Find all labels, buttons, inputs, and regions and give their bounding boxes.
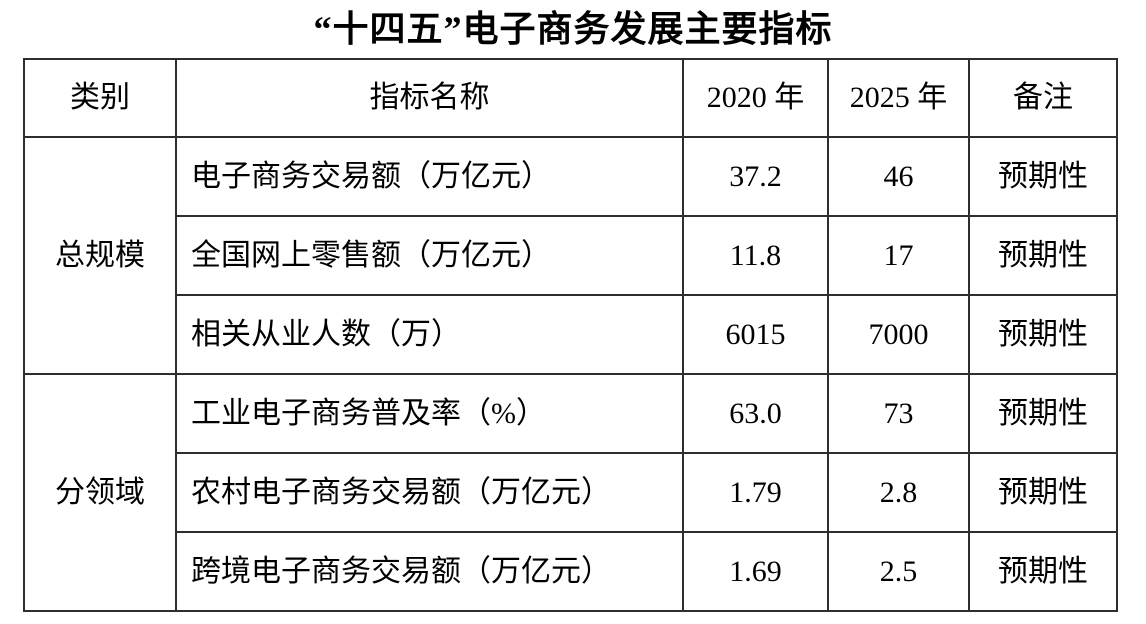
indicator-name-cell: 跨境电子商务交易额（万亿元） xyxy=(175,531,684,612)
table-row: 跨境电子商务交易额（万亿元） 1.69 2.5 预期性 xyxy=(24,531,1118,612)
indicator-name-cell: 相关从业人数（万） xyxy=(175,294,684,375)
indicator-name-cell: 电子商务交易额（万亿元） xyxy=(175,136,684,217)
value-2020-cell: 1.69 xyxy=(682,531,829,612)
header-2025: 2025 年 xyxy=(827,58,970,138)
value-2020-cell: 1.79 xyxy=(682,452,829,533)
note-cell: 预期性 xyxy=(968,215,1118,296)
table-row: 农村电子商务交易额（万亿元） 1.79 2.8 预期性 xyxy=(24,452,1118,533)
indicator-name-cell: 农村电子商务交易额（万亿元） xyxy=(175,452,684,533)
note-cell: 预期性 xyxy=(968,531,1118,612)
value-2025-cell: 2.5 xyxy=(827,531,970,612)
indicator-table: 类别 指标名称 2020 年 2025 年 备注 总规模 电子商务交易额（万亿元… xyxy=(23,58,1118,612)
value-2020-cell: 37.2 xyxy=(682,136,829,217)
table-row: 相关从业人数（万） 6015 7000 预期性 xyxy=(24,294,1118,375)
note-cell: 预期性 xyxy=(968,294,1118,375)
table-header-row: 类别 指标名称 2020 年 2025 年 备注 xyxy=(23,58,1118,138)
indicator-name-cell: 工业电子商务普及率（%） xyxy=(175,373,684,454)
category-cell-total-scale: 总规模 xyxy=(23,136,177,375)
table-row: 全国网上零售额（万亿元） 11.8 17 预期性 xyxy=(24,215,1118,296)
header-category: 类别 xyxy=(23,58,177,138)
value-2020-cell: 63.0 xyxy=(682,373,829,454)
value-2025-cell: 46 xyxy=(827,136,970,217)
header-note: 备注 xyxy=(968,58,1118,138)
value-2020-cell: 11.8 xyxy=(682,215,829,296)
value-2020-cell: 6015 xyxy=(682,294,829,375)
header-2020: 2020 年 xyxy=(682,58,829,138)
value-2025-cell: 7000 xyxy=(827,294,970,375)
indicator-name-cell: 全国网上零售额（万亿元） xyxy=(175,215,684,296)
table-row: 分领域 工业电子商务普及率（%） 63.0 73 预期性 xyxy=(23,373,1118,612)
table-row: 总规模 电子商务交易额（万亿元） 37.2 46 预期性 xyxy=(23,136,1118,375)
note-cell: 预期性 xyxy=(968,373,1118,454)
page-title: “十四五”电子商务发展主要指标 xyxy=(313,9,833,49)
value-2025-cell: 17 xyxy=(827,215,970,296)
note-cell: 预期性 xyxy=(968,136,1118,217)
value-2025-cell: 73 xyxy=(827,373,970,454)
note-cell: 预期性 xyxy=(968,452,1118,533)
category-cell-by-sector: 分领域 xyxy=(23,373,177,612)
value-2025-cell: 2.8 xyxy=(827,452,970,533)
header-indicator-name: 指标名称 xyxy=(175,58,684,138)
